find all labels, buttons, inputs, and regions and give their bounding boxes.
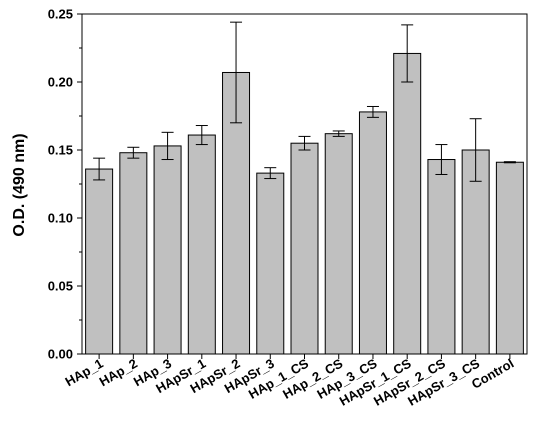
bar [153,145,182,355]
bar [119,152,148,355]
bar [393,52,422,355]
error-bars-group [93,21,516,182]
bar [495,161,524,355]
bar [324,133,353,355]
bar [187,134,216,355]
bar [85,168,114,355]
y-tick-label: 0.00 [48,347,73,362]
plot-frame [81,13,528,355]
y-axis-title: O.D. (490 nm) [11,133,28,236]
x-axis-ticks: HAp_1HAp_2HAp_3HApSr_1HApSr_2HApSr_3HAp_… [62,354,516,409]
bar [461,149,490,355]
y-tick-label: 0.10 [48,211,73,226]
bar [358,111,387,355]
x-tick-label: HAp_2 [97,356,140,390]
bars-group [85,52,524,355]
y-tick-label: 0.20 [48,75,73,90]
y-tick-label: 0.25 [48,7,73,22]
bar [256,172,285,355]
y-axis-ticks: 0.00 0.05 0.10 0.15 0.20 0.25 [48,7,82,362]
y-tick-label: 0.15 [48,143,73,158]
plot-area-border [81,13,528,355]
bar [427,159,456,355]
y-tick-label: 0.05 [48,279,73,294]
bar [290,142,319,355]
